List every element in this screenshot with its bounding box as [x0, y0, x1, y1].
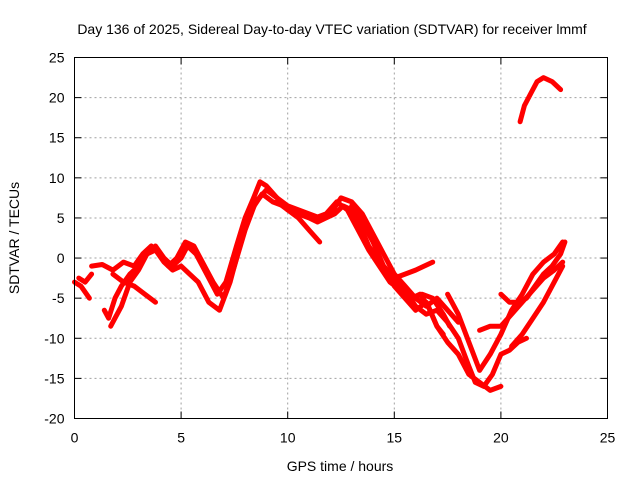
series-pass-1: [72, 279, 92, 301]
series-pass-13: [498, 239, 568, 305]
y-tick-label: 15: [49, 130, 65, 146]
x-tick-label: 10: [280, 430, 296, 446]
series-layer: [72, 75, 568, 393]
x-axis-label: GPS time / hours: [287, 458, 394, 474]
x-tick-label: 15: [387, 430, 403, 446]
ticks: 0 5 10 15 20 25 -20 -15 -10 -5 0 5 10 15 20 25: [44, 50, 615, 446]
series-pass-9: [381, 259, 436, 281]
chart-title: Day 136 of 2025, Sidereal Day-to-day VTE…: [77, 21, 586, 37]
series-pass-10: [391, 283, 504, 393]
grid: [74, 57, 608, 419]
x-tick-label: 20: [493, 430, 509, 446]
series-pass-6: [110, 271, 158, 305]
x-tick-label: 0: [71, 430, 79, 446]
x-tick-label: 25: [600, 430, 616, 446]
y-tick-label: 20: [49, 90, 65, 106]
series-pass-7: [274, 199, 323, 245]
y-tick-label: 10: [49, 170, 65, 186]
y-tick-label: 0: [57, 250, 65, 266]
plot-frame: [74, 57, 608, 419]
y-tick-label: 5: [57, 210, 65, 226]
y-tick-label: 25: [49, 50, 65, 66]
x-tick-label: 5: [177, 430, 185, 446]
series-pass-8: [349, 203, 529, 389]
series-pass-15: [517, 75, 564, 125]
series-pass-14: [509, 263, 566, 349]
y-tick-label: -5: [52, 290, 65, 306]
y-tick-label: -10: [44, 330, 64, 346]
y-tick-label: -15: [44, 370, 64, 386]
y-tick-label: -20: [44, 411, 64, 427]
y-axis-label: SDTVAR / TECUs: [6, 182, 22, 294]
series-pass-5: [89, 187, 461, 325]
series-pass-2: [76, 271, 95, 285]
